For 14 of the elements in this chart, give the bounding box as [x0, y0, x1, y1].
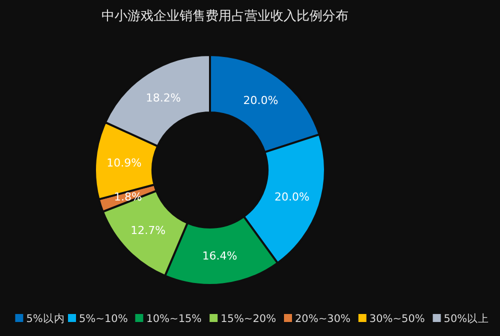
data-label: 10.9%	[106, 156, 142, 170]
legend-label: 30%~50%	[369, 313, 425, 325]
chart-title: 中小游戏企业销售费用占营业收入比例分布	[102, 9, 348, 24]
data-label: 16.4%	[202, 250, 238, 263]
legend-label: 50%以上	[444, 312, 490, 325]
legend-label: 10%~15%	[146, 313, 202, 325]
data-label: 12.7%	[130, 224, 166, 238]
legend-label: 5%以内	[26, 312, 65, 325]
data-label: 20.0%	[243, 94, 278, 108]
legend-label: 5%~10%	[79, 313, 128, 325]
data-label: 20.0%	[274, 190, 310, 204]
data-label: 18.2%	[146, 91, 181, 104]
legend-label: 20%~30%	[295, 313, 350, 325]
legend-label: 15%~20%	[220, 313, 276, 325]
